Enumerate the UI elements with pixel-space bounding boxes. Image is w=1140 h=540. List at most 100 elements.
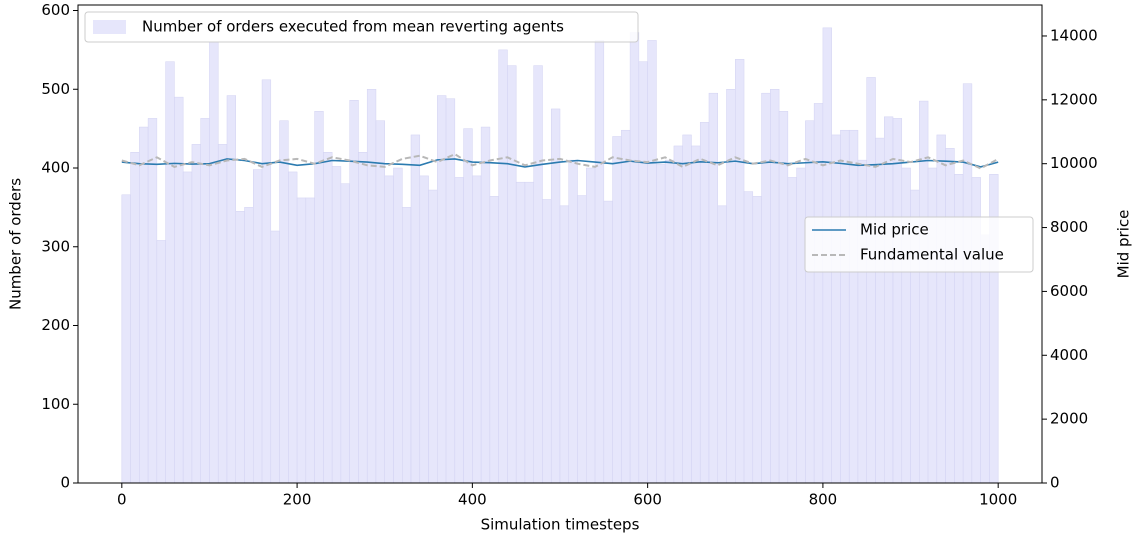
histogram-bar	[366, 89, 377, 484]
histogram-bar	[375, 120, 385, 484]
histogram-bar	[182, 171, 193, 484]
histogram-bar	[550, 108, 561, 484]
histogram-bar	[235, 211, 245, 484]
legend-label: Number of orders executed from mean reve…	[142, 18, 564, 36]
y-tick-label: 100	[41, 395, 70, 413]
histogram-bar	[296, 197, 307, 484]
histogram-bar	[629, 32, 640, 484]
histogram-bar	[621, 129, 631, 484]
y-axis-label: Number of orders	[7, 178, 25, 310]
y-tick-label: 600	[41, 1, 70, 19]
histogram-bar	[533, 65, 543, 484]
histogram-bar	[217, 144, 228, 484]
y2-tick-label: 14000	[1050, 26, 1098, 44]
histogram-bar	[664, 159, 675, 484]
histogram-bar	[437, 95, 447, 484]
y2-tick-label: 0	[1050, 474, 1060, 492]
histogram-bar	[498, 49, 508, 484]
x-tick-label: 600	[633, 491, 662, 509]
histogram-bar	[314, 111, 324, 484]
histogram-bar	[761, 92, 771, 484]
histogram-bar	[743, 191, 754, 484]
line-series	[121, 152, 999, 170]
histogram-bar	[419, 175, 429, 484]
histogram-bar	[463, 128, 473, 484]
histogram-bar	[577, 195, 587, 484]
y-tick-label: 200	[41, 316, 70, 334]
y-tick-label: 300	[41, 237, 70, 255]
histogram-bar	[787, 177, 797, 484]
histogram-bar	[840, 129, 850, 484]
histogram-bar	[568, 159, 578, 484]
legend-box	[84, 11, 639, 43]
histogram-bar	[156, 240, 166, 484]
histogram-bar	[945, 148, 955, 484]
histogram-bar	[288, 171, 298, 484]
y2-axis-label: Mid price	[1115, 210, 1133, 279]
y2-tick-label: 12000	[1050, 90, 1098, 108]
histogram-bar	[507, 65, 517, 484]
histogram-bar	[454, 177, 464, 484]
histogram-bar	[358, 152, 368, 484]
histogram-bar	[200, 118, 210, 484]
histogram-bar	[752, 196, 762, 484]
histogram-bar	[244, 207, 254, 484]
legend-swatch	[93, 20, 126, 34]
histogram-bar	[147, 118, 158, 484]
histogram-bar	[831, 134, 841, 484]
histogram-bar	[226, 95, 236, 484]
y2-tick-label: 4000	[1050, 346, 1088, 364]
y-tick-label: 500	[41, 80, 70, 98]
histogram-bar	[735, 59, 745, 484]
histogram-bar	[805, 120, 815, 484]
histogram-bar	[165, 61, 175, 484]
histogram-bar	[428, 189, 438, 484]
histogram-bar	[480, 126, 491, 484]
histogram-bar	[139, 126, 149, 484]
histogram-bar	[647, 40, 657, 484]
line-series	[121, 158, 999, 168]
histogram-bar	[717, 205, 727, 484]
histogram-bar	[121, 194, 131, 484]
histogram-bar	[472, 175, 482, 484]
histogram-bar	[594, 40, 605, 484]
histogram-bar	[340, 183, 350, 484]
histogram-bar	[884, 116, 894, 484]
histogram-bar	[848, 129, 859, 484]
histogram-bar	[857, 159, 867, 484]
histogram-bar	[393, 167, 403, 484]
histogram-bar	[130, 152, 140, 484]
histogram-bar	[612, 136, 622, 484]
histogram-bar	[638, 61, 648, 484]
histogram-bar	[331, 166, 342, 484]
histogram-bar	[305, 197, 315, 484]
histogram-bar	[323, 152, 333, 484]
histogram-bar	[726, 89, 736, 484]
legend-box	[804, 216, 1034, 273]
histogram-bar	[586, 167, 596, 484]
histogram-bar	[875, 137, 885, 484]
histogram-bar	[796, 167, 806, 484]
histogram-bar	[778, 111, 789, 484]
y2-tick-label: 2000	[1050, 410, 1088, 428]
histogram-bar	[656, 163, 666, 484]
x-tick-label: 1000	[979, 491, 1017, 509]
histogram-bar	[708, 92, 718, 484]
y2-tick-label: 10000	[1050, 154, 1098, 172]
x-tick-label: 200	[283, 491, 312, 509]
histogram-bar	[253, 169, 263, 484]
histogram-bar	[261, 79, 272, 484]
histogram-bar	[279, 120, 289, 484]
histogram-bar	[866, 77, 876, 484]
x-tick-label: 800	[809, 491, 838, 509]
histogram-bar	[559, 205, 570, 484]
histogram-bar	[699, 122, 710, 484]
histogram-bar	[174, 96, 184, 484]
y2-tick-label: 6000	[1050, 282, 1088, 300]
histogram-bar	[691, 145, 701, 484]
legend-label: Mid price	[860, 221, 929, 239]
histogram-bar	[384, 175, 394, 484]
histogram-bar	[349, 100, 359, 484]
histogram-bar	[682, 134, 692, 484]
